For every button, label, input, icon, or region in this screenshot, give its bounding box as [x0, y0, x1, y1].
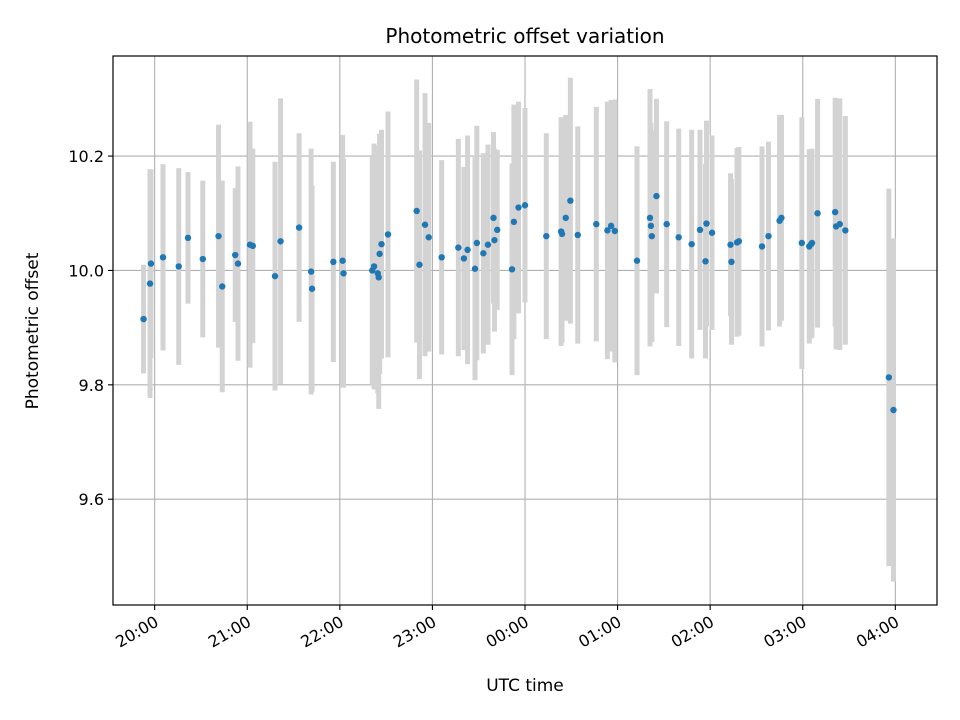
data-point	[232, 251, 239, 259]
data-point	[249, 242, 257, 250]
data-point	[307, 268, 315, 275]
data-point	[339, 257, 346, 264]
data-point	[798, 239, 806, 247]
y-tick-label: 9.8	[79, 376, 104, 395]
data-point	[271, 272, 279, 280]
data-point	[778, 214, 785, 222]
data-point	[140, 315, 147, 323]
data-point	[831, 208, 839, 216]
data-point	[147, 260, 155, 267]
data-point	[330, 258, 337, 266]
data-point	[543, 232, 550, 240]
data-point	[234, 260, 242, 267]
data-point	[384, 231, 392, 238]
data-point	[199, 255, 207, 263]
data-point	[215, 232, 222, 240]
data-point	[593, 220, 600, 228]
data-point	[484, 241, 492, 248]
data-point	[688, 240, 695, 248]
data-point	[646, 214, 654, 222]
data-point	[219, 283, 226, 290]
data-point	[473, 239, 481, 247]
data-point	[378, 240, 385, 248]
data-point	[574, 231, 581, 239]
data-point	[376, 250, 383, 258]
data-point	[471, 265, 479, 272]
data-point	[491, 236, 498, 244]
y-tick-label: 10.2	[68, 147, 104, 166]
data-point	[836, 220, 843, 228]
x-axis-title: UTC time	[486, 676, 564, 696]
data-point	[703, 220, 710, 227]
data-point	[842, 227, 849, 234]
data-point	[425, 234, 432, 241]
data-point	[421, 221, 429, 228]
data-point	[702, 258, 709, 265]
data-point	[413, 207, 420, 215]
data-point	[611, 227, 619, 235]
data-point	[675, 234, 682, 241]
data-point	[607, 222, 615, 230]
data-point	[515, 204, 522, 211]
data-point	[890, 406, 897, 414]
data-point	[416, 261, 423, 268]
data-point	[370, 263, 378, 270]
data-point	[146, 280, 154, 287]
data-point	[728, 258, 735, 266]
data-point	[633, 257, 641, 264]
data-point	[885, 374, 893, 381]
data-point	[159, 254, 167, 261]
data-point	[558, 230, 566, 238]
data-point	[460, 255, 468, 262]
data-point	[653, 192, 660, 200]
data-point	[696, 226, 704, 234]
data-point	[562, 214, 569, 222]
y-tick-label: 10.0	[68, 261, 104, 280]
data-point	[277, 238, 284, 245]
data-point	[604, 227, 611, 234]
data-point	[521, 202, 529, 209]
data-point	[438, 254, 445, 261]
data-point	[295, 224, 303, 231]
data-point	[308, 285, 316, 292]
data-point	[727, 241, 734, 248]
y-tick-label: 9.6	[79, 490, 104, 509]
data-point	[340, 270, 347, 277]
data-point	[480, 250, 487, 257]
data-point	[765, 232, 772, 240]
data-point	[663, 220, 670, 228]
data-point	[647, 222, 655, 230]
data-point	[708, 229, 716, 236]
data-point	[808, 239, 816, 247]
data-point	[464, 246, 471, 254]
data-point	[814, 210, 821, 217]
data-point	[567, 197, 574, 204]
data-point	[735, 238, 743, 245]
data-point	[490, 214, 497, 222]
data-point	[455, 244, 462, 251]
data-point	[184, 234, 192, 242]
data-point	[508, 266, 516, 273]
data-point	[175, 263, 182, 270]
data-point	[375, 274, 382, 281]
data-point	[758, 243, 766, 250]
chart-title: Photometric offset variation	[385, 24, 664, 48]
data-point	[510, 218, 518, 226]
data-point	[648, 232, 656, 240]
y-axis-title: Photometric offset	[23, 252, 43, 409]
data-points	[140, 192, 897, 414]
data-point	[494, 226, 501, 234]
